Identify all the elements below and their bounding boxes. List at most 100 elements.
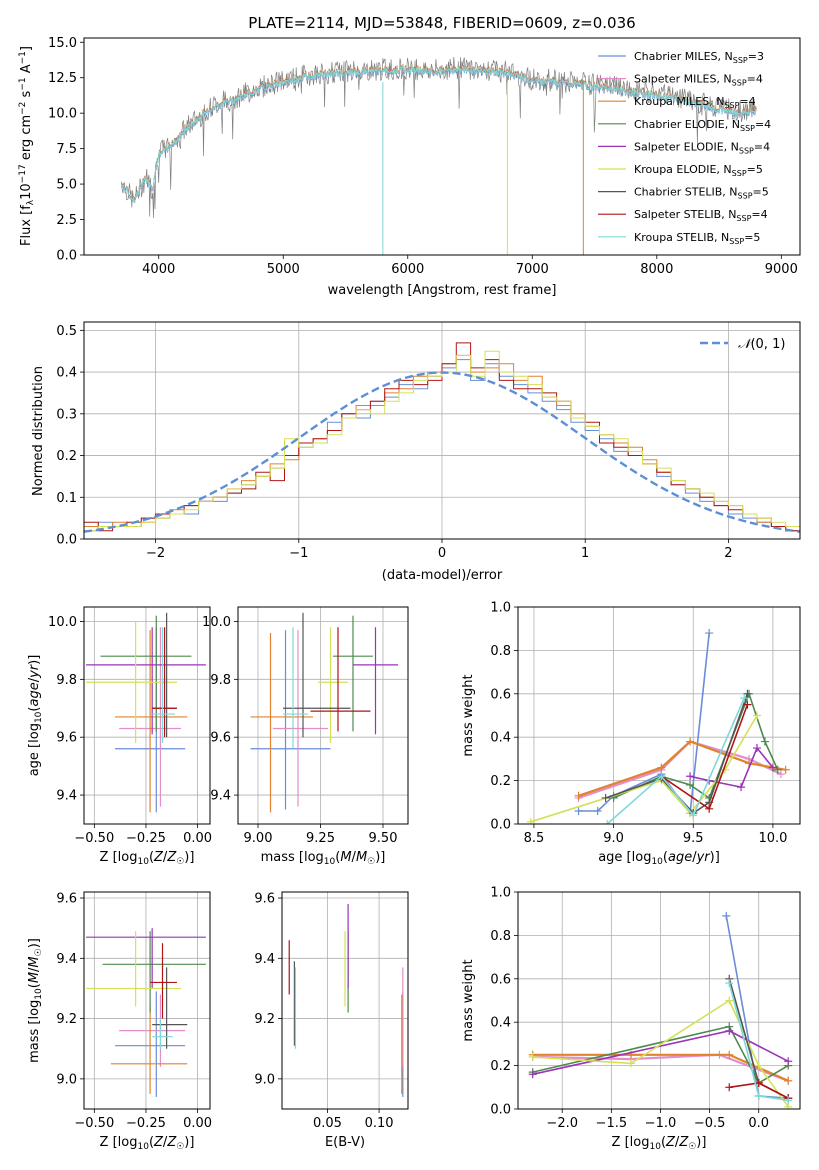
age-vs-mass-axes: 9.00 9.25 9.50 9.4 9.6 9.8 10.0 mass [log10(M/M… — [202, 606, 409, 867]
weight-marker — [737, 783, 746, 792]
weight-marker — [705, 629, 714, 638]
weight-marker — [725, 1083, 734, 1092]
legend-entry: Kroupa STELIB, NSSP=5 — [634, 231, 760, 246]
legend-entry: 𝒩(0, 1) — [738, 337, 785, 352]
mw-vs-z-axes-plot-area — [528, 911, 793, 1109]
y-tick-label: 9.8 — [56, 673, 77, 688]
x-tick-label: −1.0 — [645, 1116, 677, 1131]
spectrum-title: PLATE=2114, MJD=53848, FIBERID=0609, z=0… — [248, 14, 635, 32]
y-tick-label: 15.0 — [48, 36, 77, 51]
residual-axes: −2 −1 0 1 2 0.0 0.1 0.2 0.3 0.4 0.5 𝒩(0, 1) — [56, 321, 801, 561]
weight-marker — [686, 772, 695, 781]
weight-marker — [740, 694, 749, 703]
y-tick-label: 9.4 — [56, 952, 77, 967]
y-tick-label: 0.4 — [490, 1016, 511, 1031]
x-tick-label: 1 — [581, 546, 589, 561]
y-tick-label: 9.0 — [56, 1072, 77, 1087]
y-tick-label: 9.6 — [210, 731, 231, 746]
legend-entry: Chabrier MILES, NSSP=3 — [634, 50, 764, 65]
y-tick-label: 12.5 — [48, 71, 77, 86]
y-tick-label: 0.4 — [56, 366, 77, 381]
y-tick-label: 0.0 — [490, 818, 511, 833]
x-tick-label: 9.50 — [369, 831, 398, 846]
weight-series-line — [532, 1025, 789, 1085]
y-tick-label: 9.8 — [210, 673, 231, 688]
axes-frame — [237, 606, 409, 825]
weight-series-line — [606, 697, 745, 824]
age-vs-z-axes-ylabel: age [log10(age/yr)] — [27, 655, 44, 777]
mw-vs-age-axes: 8.5 9.0 9.5 10.0 0.0 0.2 0.4 0.6 0.8 1.0 age [log1… — [461, 601, 801, 867]
spectrum-xlabel: wavelength [Angstrom, rest frame] — [328, 283, 557, 298]
y-tick-label: 0.8 — [490, 644, 511, 659]
x-tick-label: 0.10 — [365, 1116, 394, 1131]
weight-marker — [725, 979, 734, 988]
weight-marker — [574, 791, 583, 800]
spectrum-axes-plot-area — [120, 56, 757, 255]
weight-marker — [689, 811, 698, 820]
x-tick-label: −0.25 — [126, 831, 166, 846]
weight-marker — [725, 1050, 734, 1059]
legend-entry: Salpeter MILES, NSSP=4 — [634, 73, 763, 88]
weight-marker — [722, 911, 731, 920]
weight-marker — [768, 763, 777, 772]
mass-vs-ebv-axes-plot-area — [288, 904, 404, 1097]
x-tick-label: 0 — [438, 546, 446, 561]
y-tick-label: 0.2 — [56, 449, 77, 464]
age-vs-mass-axes-plot-area — [250, 612, 398, 813]
x-tick-label: 0.0 — [748, 1116, 769, 1131]
weight-marker — [752, 744, 761, 753]
weight-marker — [657, 772, 666, 781]
weight-marker — [784, 1096, 793, 1105]
x-tick-label: 9.00 — [244, 831, 273, 846]
y-tick-label: 10.0 — [202, 615, 231, 630]
weight-marker — [754, 1091, 763, 1100]
x-tick-label: 10.0 — [758, 831, 787, 846]
x-tick-label: −1.5 — [596, 1116, 628, 1131]
y-tick-label: 10.0 — [48, 615, 77, 630]
x-tick-label: 9000 — [765, 262, 798, 277]
x-tick-label: 9.0 — [603, 831, 624, 846]
mass-vs-z-axes-ylabel: mass [log10(M/M☉)] — [27, 938, 44, 1063]
weight-marker — [725, 1026, 734, 1035]
axes-frame — [83, 37, 801, 256]
y-tick-label: 0.0 — [490, 1103, 511, 1118]
age-vs-mass-axes-xlabel: mass [log10(M/M☉)] — [261, 850, 386, 867]
weight-marker — [526, 817, 535, 824]
y-tick-label: 0.5 — [56, 324, 77, 339]
y-tick-label: 9.6 — [254, 892, 275, 907]
weight-marker — [784, 1057, 793, 1066]
mw-vs-age-axes-ylabel: mass weight — [461, 674, 476, 756]
x-tick-label: 6000 — [391, 262, 424, 277]
y-tick-label: 7.5 — [56, 142, 77, 157]
weight-marker — [626, 1059, 635, 1068]
x-tick-label: 7000 — [516, 262, 549, 277]
axes-frame — [83, 891, 211, 1110]
spectrum-ylabel: Flux [fλ10−17 erg cm−2 s−1 A−1] — [18, 46, 36, 246]
y-tick-label: 9.0 — [254, 1072, 275, 1087]
axes-frame — [83, 606, 211, 825]
histogram-series — [84, 350, 800, 532]
y-tick-label: 9.4 — [56, 789, 77, 804]
weight-marker — [601, 793, 610, 802]
x-tick-label: 0.05 — [313, 1116, 342, 1131]
age-vs-z-axes-xlabel: Z [log10(Z/Z☉)] — [100, 850, 195, 867]
y-tick-label: 0.8 — [490, 929, 511, 944]
y-tick-label: 0.4 — [490, 731, 511, 746]
x-tick-label: −2.0 — [546, 1116, 578, 1131]
y-tick-label: 0.0 — [56, 249, 77, 264]
weight-marker — [686, 780, 695, 789]
y-tick-label: 0.2 — [490, 774, 511, 789]
x-tick-label: 5000 — [267, 262, 300, 277]
age-vs-z-axes-plot-area — [86, 612, 206, 813]
y-tick-label: 0.3 — [56, 407, 77, 422]
y-tick-label: 9.2 — [56, 1012, 77, 1027]
weight-marker — [725, 996, 734, 1005]
weight-marker — [686, 737, 695, 746]
weight-marker — [760, 737, 769, 746]
weight-marker — [752, 711, 761, 720]
weight-marker — [754, 1061, 763, 1070]
axes-frame — [517, 891, 801, 1110]
mass-vs-z-axes-plot-area — [86, 928, 206, 1097]
x-tick-label: 9.5 — [683, 831, 704, 846]
y-tick-label: 0.2 — [490, 1059, 511, 1074]
